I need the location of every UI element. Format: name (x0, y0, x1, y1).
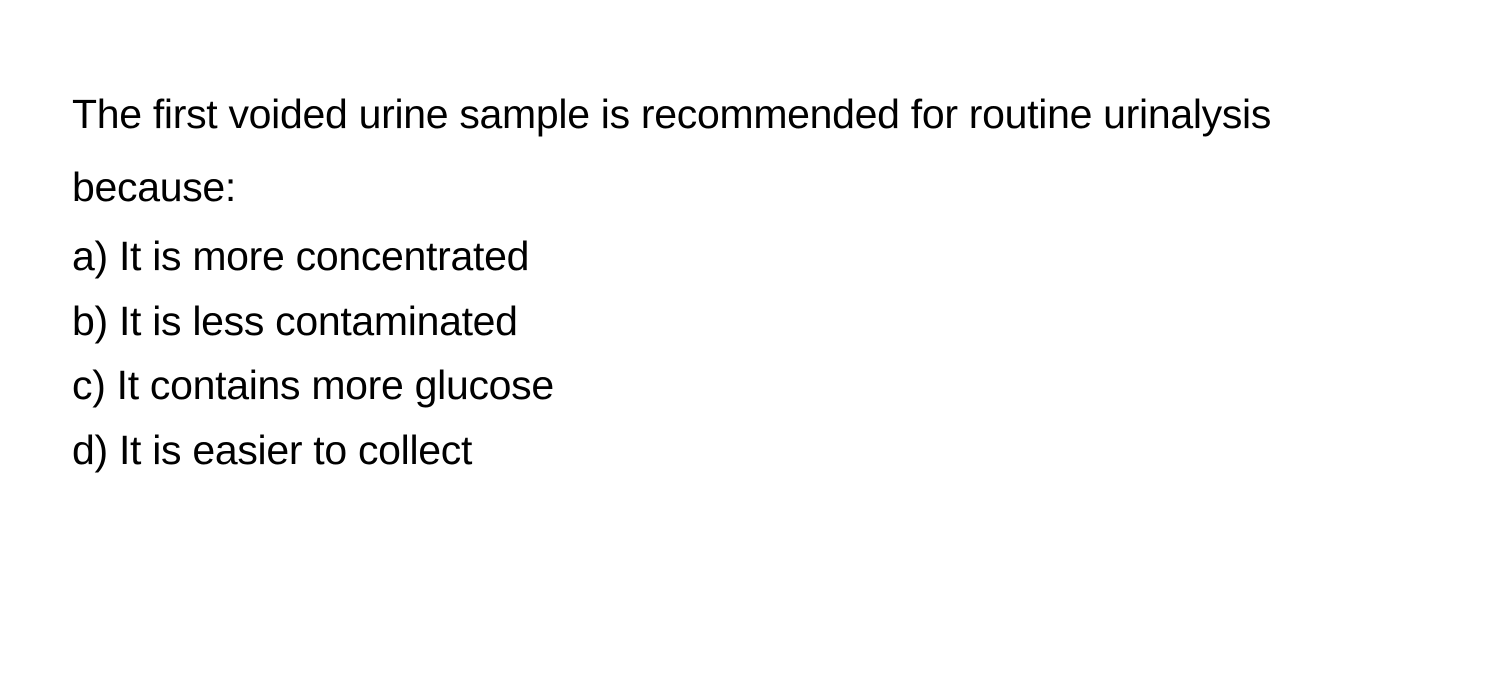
option-d: d) It is easier to collect (72, 418, 1428, 483)
option-letter: c) (72, 362, 106, 408)
option-c: c) It contains more glucose (72, 353, 1428, 418)
option-letter: b) (72, 298, 108, 344)
option-letter: a) (72, 233, 108, 279)
option-letter: d) (72, 427, 108, 473)
option-text: It is less contaminated (119, 298, 518, 344)
option-b: b) It is less contaminated (72, 289, 1428, 354)
option-a: a) It is more concentrated (72, 224, 1428, 289)
option-text: It is more concentrated (119, 233, 529, 279)
option-text: It is easier to collect (119, 427, 472, 473)
option-text: It contains more glucose (117, 362, 554, 408)
question-stem: The first voided urine sample is recomme… (72, 78, 1428, 224)
